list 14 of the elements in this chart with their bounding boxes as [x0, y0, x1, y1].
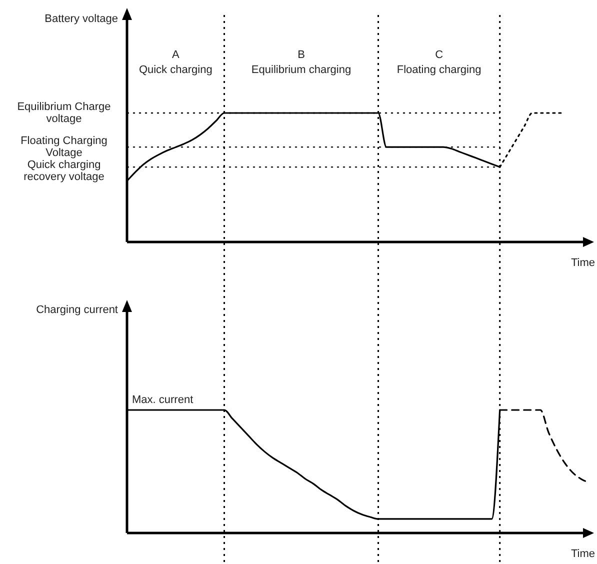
ref-line-label: Equilibrium Charge voltage	[17, 101, 111, 125]
annotation: Max. current	[132, 394, 194, 406]
y-axis-title: Charging current	[36, 304, 118, 316]
text: A	[172, 49, 180, 61]
text: C	[435, 49, 444, 61]
text: Equilibrium charging	[251, 64, 352, 76]
x-axis-title: Time	[570, 257, 595, 269]
text: Quick charging	[138, 64, 212, 76]
x-axis-title: Time	[570, 548, 595, 560]
ref-line-label: Quick charging recovery voltage	[24, 159, 104, 184]
y-axis-title: Battery voltage	[44, 13, 118, 25]
text: Floating charging	[396, 64, 482, 76]
text: B	[298, 49, 305, 61]
ref-line-label: Floating Charging Voltage	[20, 135, 108, 160]
